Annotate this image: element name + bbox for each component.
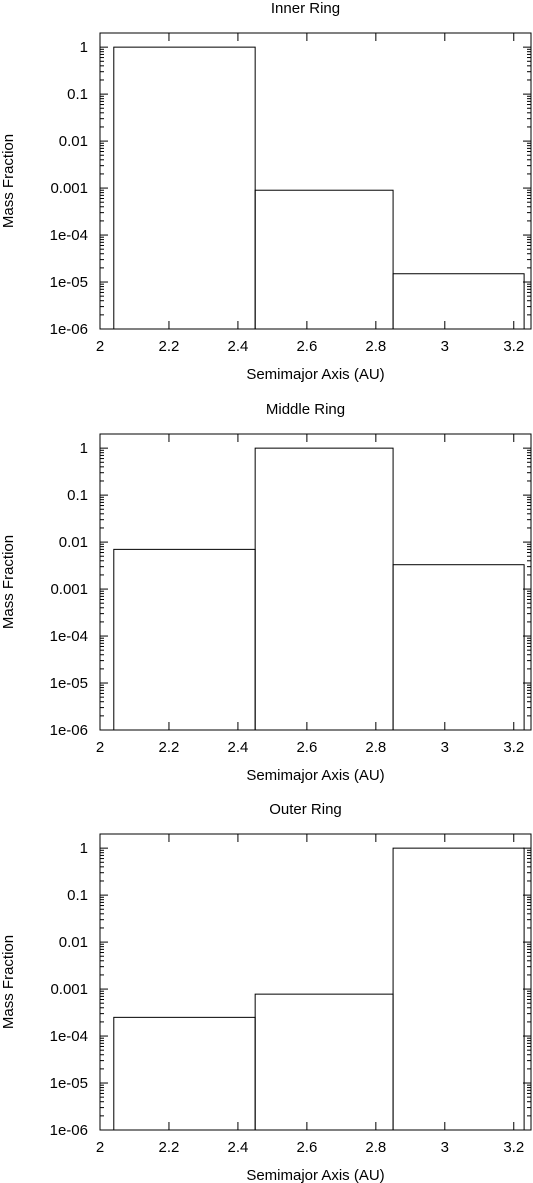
- y-tick-label: 0.1: [67, 487, 88, 504]
- x-tick-label: 3.2: [503, 739, 524, 756]
- x-tick-label: 2.4: [227, 338, 248, 355]
- x-tick-label: 2.8: [365, 739, 386, 756]
- y-axis-label: Mass Fraction: [0, 535, 17, 629]
- y-tick-label: 0.001: [50, 180, 88, 197]
- y-tick-label: 1e-06: [50, 722, 88, 739]
- x-tick-label: 3: [441, 739, 449, 756]
- x-tick-label: 3: [441, 1139, 449, 1156]
- y-tick-label: 0.001: [50, 581, 88, 598]
- y-tick-label: 1e-04: [50, 1028, 88, 1045]
- x-axis-label: Semimajor Axis (AU): [246, 366, 384, 383]
- y-tick-label: 1e-06: [50, 1122, 88, 1139]
- y-tick-label: 1e-04: [50, 227, 88, 244]
- y-tick-label: 0.01: [59, 934, 88, 951]
- y-tick-label: 1e-05: [50, 1075, 88, 1092]
- chart-title: Inner Ring: [271, 0, 340, 17]
- x-tick-label: 2.8: [365, 338, 386, 355]
- chart-panel-1: Inner Ring 1e-06 1e-05 1e-04 0.001 0.01 0.1 1 2 2…: [0, 0, 532, 383]
- y-tick-label: 1e-05: [50, 675, 88, 692]
- y-tick-label: 0.001: [50, 981, 88, 998]
- histogram-bar: [113, 548, 256, 731]
- histogram-bar: [254, 993, 394, 1131]
- y-tick-label: 0.1: [67, 86, 88, 103]
- x-tick-label: 2: [96, 1139, 104, 1156]
- y-tick-label: 1e-04: [50, 628, 88, 645]
- x-tick-label: 2.2: [159, 338, 180, 355]
- x-tick-label: 2: [96, 739, 104, 756]
- y-axis-label: Mass Fraction: [0, 134, 17, 228]
- x-tick-label: 2.6: [296, 1139, 317, 1156]
- y-tick-label: 0.01: [59, 133, 88, 150]
- x-tick-label: 2: [96, 338, 104, 355]
- plot-frame: [99, 833, 532, 1131]
- histogram-bar: [392, 847, 525, 1131]
- y-tick-label: 1: [80, 39, 88, 56]
- x-tick-label: 2.2: [159, 1139, 180, 1156]
- x-tick-label: 3: [441, 338, 449, 355]
- chart-title: Middle Ring: [266, 401, 345, 418]
- chart-title: Outer Ring: [269, 801, 342, 818]
- x-tick-label: 2.4: [227, 1139, 248, 1156]
- histogram-bar: [392, 564, 525, 731]
- y-tick-label: 1e-06: [50, 321, 88, 338]
- y-axis-label: Mass Fraction: [0, 935, 17, 1029]
- histogram-bar: [392, 273, 525, 330]
- y-tick-label: 1: [80, 440, 88, 457]
- chart-panel-3: Outer Ring 1e-06 1e-05 1e-04 0.001 0.01 0.1 1 2 2…: [0, 801, 532, 1183]
- x-tick-label: 2.6: [296, 739, 317, 756]
- x-tick-label: 2.2: [159, 739, 180, 756]
- y-tick-label: 1e-05: [50, 274, 88, 291]
- x-tick-label: 2.6: [296, 338, 317, 355]
- x-axis-label: Semimajor Axis (AU): [246, 767, 384, 784]
- plot-frame: [99, 32, 532, 330]
- y-tick-label: 0.01: [59, 534, 88, 551]
- chart-panel-2: Middle Ring 1e-06 1e-05 1e-04 0.001 0.01 0.1 1 2…: [0, 401, 532, 784]
- y-tick-label: 1: [80, 840, 88, 857]
- y-tick-label: 0.1: [67, 887, 88, 904]
- x-tick-label: 2.4: [227, 739, 248, 756]
- x-axis-label: Semimajor Axis (AU): [246, 1167, 384, 1183]
- histogram-bar: [113, 1016, 256, 1131]
- plot-frame: [99, 433, 532, 731]
- x-tick-label: 2.8: [365, 1139, 386, 1156]
- histogram-bar: [113, 46, 256, 330]
- histogram-bar: [254, 447, 394, 731]
- histogram-bar: [254, 189, 394, 330]
- x-tick-label: 3.2: [503, 338, 524, 355]
- x-tick-label: 3.2: [503, 1139, 524, 1156]
